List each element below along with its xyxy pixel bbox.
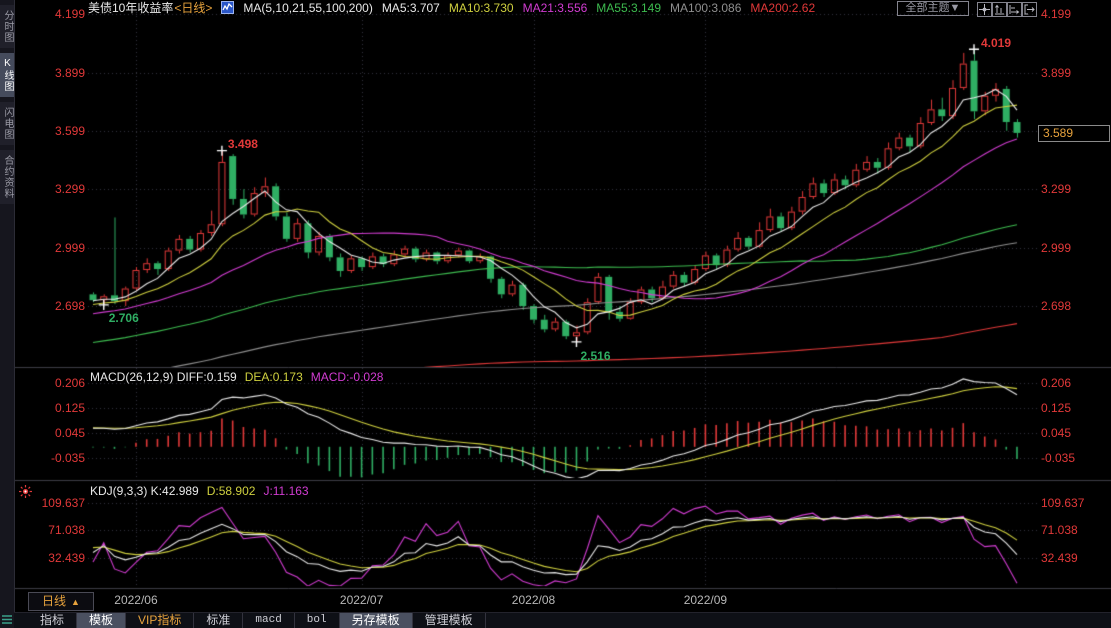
macd-axis-label-right: 0.125 [1041, 400, 1072, 415]
chart-header: 美债10年收益率<日线> MA(5,10,21,55,100,200) MA5:3… [14, 0, 958, 16]
main-axis-label-right: 2.999 [1041, 240, 1072, 255]
kdj-header-part-0: KDJ(9,3,3) K:42.989 [90, 484, 199, 498]
x-axis-month-label: 2022/08 [511, 593, 556, 607]
instrument-name: 美债10年收益率 [88, 1, 174, 15]
x-axis-month-label: 2022/07 [339, 593, 384, 607]
kdj-axis-label-left: 71.038 [48, 523, 85, 538]
period-tag: <日线> [174, 1, 213, 15]
ma-value-2: MA10:3.730 [448, 0, 514, 15]
macd-axis-label-right: -0.035 [1041, 450, 1076, 465]
macd-axis-label-left: 0.206 [54, 375, 85, 390]
ma-value-4: MA55:3.149 [596, 0, 662, 15]
macd-header-part-1: DEA:0.173 [244, 370, 303, 384]
x-axis-month-label: 2022/06 [114, 593, 158, 607]
x-axis-scale-icon[interactable] [1007, 2, 1022, 17]
macd-panel-header: MACD(26,12,9) DIFF:0.159 DEA:0.173 MACD:-0… [90, 370, 391, 384]
pan-right-icon[interactable] [1022, 2, 1037, 17]
tab-模板[interactable]: 模板 [77, 613, 127, 628]
tab-指标[interactable]: 指标 [28, 613, 78, 628]
kdj-header-part-1: D:58.902 [206, 484, 256, 498]
main-axis-label-right: 3.299 [1041, 182, 1072, 197]
left-sidebar: 分时图 K线图闪电图合约资料 [0, 0, 15, 628]
kdj-axis-label-left: 109.637 [41, 495, 85, 510]
ma-settings-label: MA(5,10,21,55,100,200) [243, 0, 373, 15]
red-sun-icon[interactable] [19, 485, 32, 498]
ma-legend: MA(5,10,21,55,100,200) MA5:3.707 MA10:3.73… [243, 1, 824, 15]
main-axis-label-right: 2.698 [1041, 299, 1072, 314]
extreme-value-annotation: 2.706 [108, 310, 139, 325]
main-axis-label-left: 3.899 [54, 65, 85, 80]
up-triangle-icon: ▲ [71, 597, 80, 607]
tab-macd[interactable]: macd [243, 613, 295, 628]
ma-value-3: MA21:3.556 [522, 0, 588, 15]
sidebar-item-分时图[interactable]: 分时图 [0, 5, 14, 48]
main-axis-label-right: 4.199 [1041, 7, 1072, 22]
instrument-title: 美债10年收益率<日线> [88, 0, 212, 16]
ma-value-1: MA5:3.707 [381, 0, 440, 15]
layers-icon[interactable] [1, 613, 13, 625]
kdj-axis-label-right: 71.038 [1041, 523, 1078, 538]
period-selector-label: 日线 [42, 594, 67, 608]
extreme-value-annotation: 2.516 [580, 348, 611, 363]
last-price-tag: 3.589 [1038, 124, 1110, 142]
main-axis-label-left: 3.599 [54, 123, 85, 138]
tab-VIP指标[interactable]: VIP指标 [126, 613, 195, 628]
main-axis-label-left: 3.299 [54, 182, 85, 197]
extreme-value-annotation: 3.498 [227, 136, 258, 151]
crosshair-icon[interactable] [977, 2, 992, 17]
main-axis-label-right: 3.899 [1041, 65, 1072, 80]
bottom-tab-bar: 指标 模板 VIP指标 标准 macd bol 另存模板 管理模板 [14, 612, 1111, 628]
extreme-value-annotation: 4.019 [981, 36, 1012, 51]
tab-另存模板[interactable]: 另存模板 [339, 613, 413, 628]
sidebar-item-合约资料[interactable]: 合约资料 [0, 150, 14, 204]
theme-dropdown-button[interactable]: 全部主题▼ [897, 1, 969, 16]
kdj-axis-label-left: 32.439 [48, 550, 85, 565]
kdj-axis-label-right: 109.637 [1041, 495, 1085, 510]
main-axis-label-left: 4.199 [54, 7, 85, 22]
main-axis-label-left: 2.698 [54, 299, 85, 314]
sidebar-item-K线图[interactable]: K线图 [0, 53, 14, 97]
macd-axis-label-left: 0.125 [54, 400, 85, 415]
x-axis-month-label: 2022/09 [683, 593, 728, 607]
tab-标准[interactable]: 标准 [194, 613, 244, 628]
ma-value-5: MA100:3.086 [670, 0, 742, 15]
candlestick-chart-icon [221, 1, 235, 14]
macd-header-part-2: MACD:-0.028 [310, 370, 384, 384]
macd-header-part-0: MACD(26,12,9) DIFF:0.159 [90, 370, 237, 384]
main-axis-label-left: 2.999 [54, 240, 85, 255]
macd-axis-label-left: -0.035 [50, 450, 85, 465]
kdj-header-part-2: J:11.163 [263, 484, 309, 498]
kdj-axis-label-right: 32.439 [1041, 550, 1078, 565]
y-axis-scale-icon[interactable] [992, 2, 1007, 17]
sidebar-item-闪电图[interactable]: 闪电图 [0, 102, 14, 145]
tab-bol[interactable]: bol [295, 613, 340, 628]
period-selector[interactable]: 日线 ▲ [28, 592, 94, 611]
ma-value-6: MA200:2.62 [750, 0, 816, 15]
kdj-panel-header: KDJ(9,3,3) K:42.989 D:58.902 J:11.163 [90, 484, 317, 498]
tab-管理模板[interactable]: 管理模板 [413, 613, 486, 628]
macd-axis-label-left: 0.045 [54, 425, 85, 440]
macd-axis-label-right: 0.206 [1041, 375, 1072, 390]
macd-axis-label-right: 0.045 [1041, 425, 1072, 440]
